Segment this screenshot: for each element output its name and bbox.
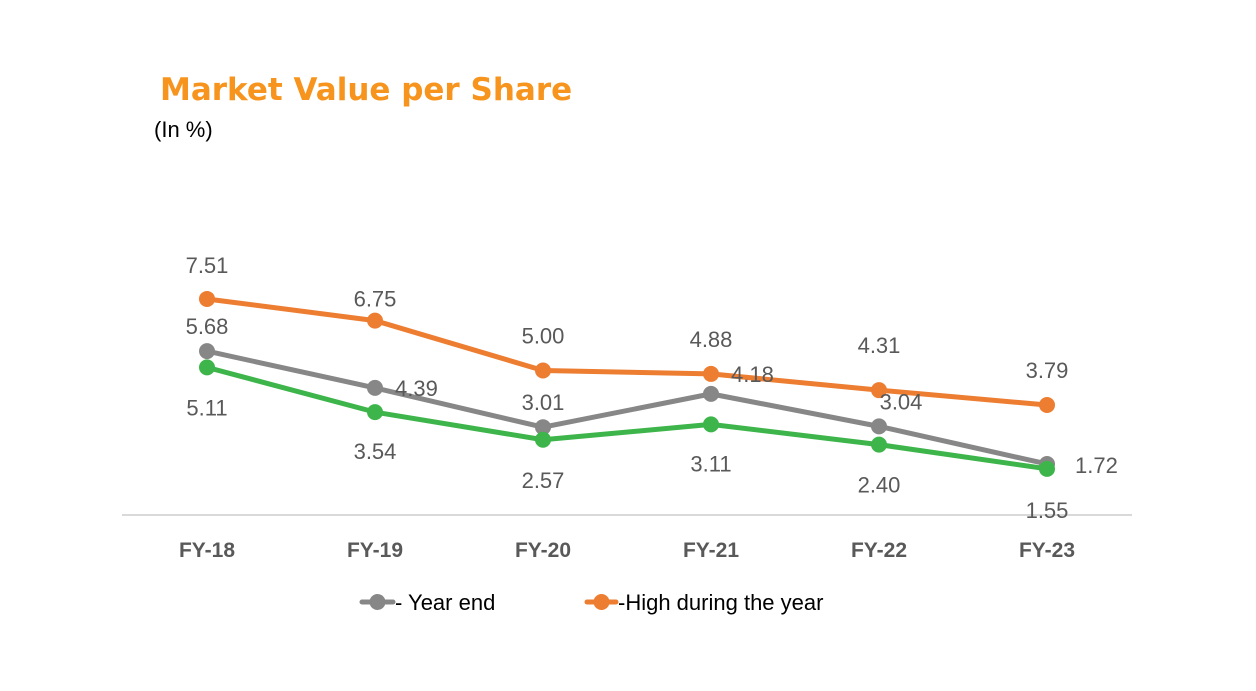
series-line-high [206, 296, 1048, 408]
chart-subtitle: (In %) [154, 117, 213, 142]
data-point-green [535, 431, 551, 448]
legend-label: -High during the year [618, 590, 823, 615]
data-point-high [1039, 396, 1055, 413]
data-point-yearend [703, 385, 719, 402]
data-point-high [871, 382, 887, 399]
x-tick-label: FY-20 [515, 539, 571, 562]
x-tick-label: FY-22 [851, 539, 907, 562]
data-point-high [199, 290, 215, 307]
data-point-green [367, 404, 383, 421]
data-point-high [367, 312, 383, 329]
legend-item-high: -High during the year [584, 590, 823, 615]
data-point-yearend [535, 419, 551, 436]
data-label-yearend: 4.39 [395, 376, 438, 401]
data-label-high: 5.00 [522, 324, 565, 349]
data-point-green [703, 416, 719, 433]
legend-item-yearend: - Year end [359, 590, 495, 615]
data-point-green [871, 436, 887, 453]
x-tick-label: FY-18 [179, 539, 235, 562]
data-label-green: 3.54 [354, 439, 397, 464]
data-label-yearend: 4.18 [731, 362, 774, 387]
series-high [199, 290, 1055, 413]
data-point-yearend [199, 343, 215, 360]
data-label-yearend: 1.72 [1075, 453, 1118, 478]
series-line-green [206, 364, 1048, 472]
chart-title: Market Value per Share [160, 72, 573, 108]
data-label-yearend: 3.04 [880, 389, 923, 414]
data-label-green: 5.11 [186, 395, 227, 420]
legend-marker-icon [369, 594, 386, 610]
data-label-high: 7.51 [186, 253, 229, 278]
data-label-green: 2.57 [522, 468, 565, 493]
legend-label: - Year end [395, 590, 495, 615]
data-label-yearend: 5.68 [186, 314, 229, 339]
x-tick-label: FY-19 [347, 539, 403, 562]
data-point-yearend [871, 418, 887, 435]
data-point-green [1039, 460, 1055, 477]
series-line-yearend [206, 348, 1048, 467]
data-label-high: 6.75 [354, 287, 397, 312]
data-label-high: 3.79 [1026, 358, 1069, 383]
data-label-yearend: 3.01 [522, 390, 565, 415]
data-point-high [703, 365, 719, 382]
data-label-green: 2.40 [858, 473, 901, 498]
data-label-green: 3.11 [690, 451, 731, 476]
x-tick-label: FY-23 [1019, 539, 1075, 562]
data-point-green [199, 359, 215, 376]
data-label-high: 4.88 [690, 327, 733, 352]
data-label-high: 4.31 [858, 333, 901, 358]
legend-marker-icon [593, 594, 610, 610]
data-point-yearend [367, 379, 383, 396]
data-point-high [535, 362, 551, 379]
x-tick-label: FY-21 [683, 539, 739, 562]
data-label-green: 1.55 [1026, 498, 1069, 523]
series-green [199, 359, 1055, 477]
